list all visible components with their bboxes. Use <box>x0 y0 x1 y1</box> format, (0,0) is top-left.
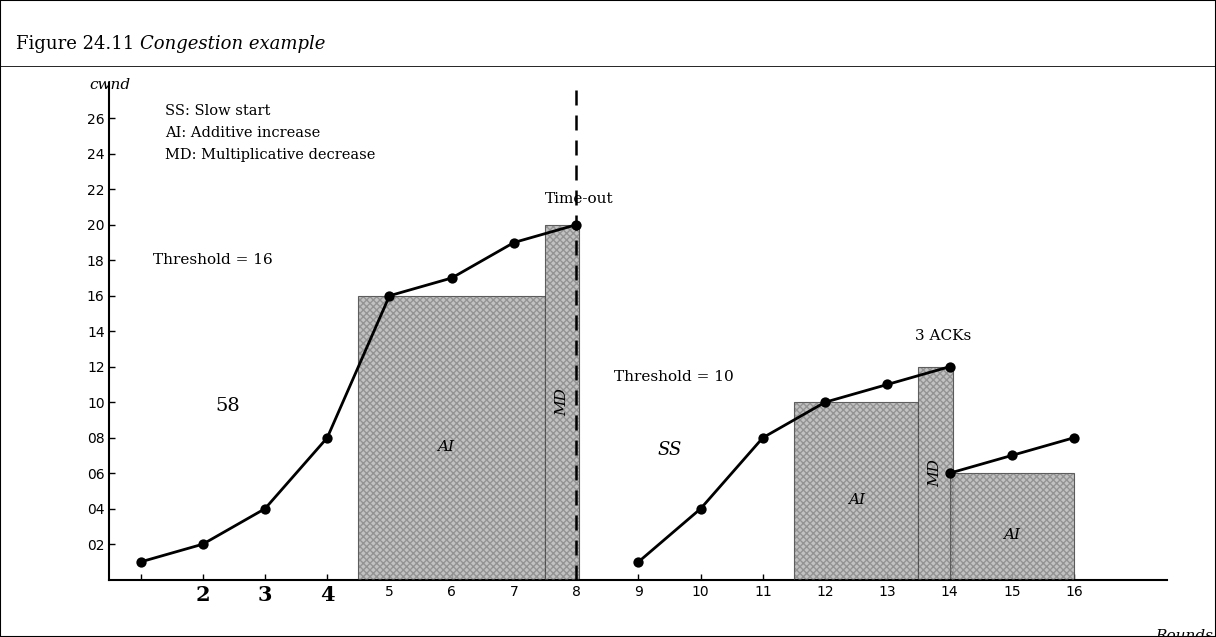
Point <box>878 380 897 390</box>
Text: SS: Slow start
AI: Additive increase
MD: Multiplicative decrease: SS: Slow start AI: Additive increase MD:… <box>165 104 376 162</box>
Bar <box>794 402 918 580</box>
Point <box>255 504 275 514</box>
Text: SS: SS <box>658 441 682 459</box>
Text: 58: 58 <box>215 397 240 415</box>
Point <box>940 468 959 478</box>
Text: MD: MD <box>554 389 569 416</box>
Text: Threshold = 10: Threshold = 10 <box>614 370 733 384</box>
Bar <box>545 225 579 580</box>
Point <box>379 290 399 301</box>
Bar <box>545 225 579 580</box>
Point <box>1064 433 1083 443</box>
Bar <box>918 367 952 580</box>
Point <box>940 362 959 372</box>
Bar <box>950 473 1074 580</box>
Point <box>753 433 772 443</box>
Text: AI: AI <box>1003 528 1020 542</box>
Text: AI: AI <box>848 493 865 507</box>
Point <box>193 539 213 549</box>
Text: AI: AI <box>437 440 454 454</box>
Point <box>816 397 835 407</box>
Point <box>691 504 710 514</box>
Bar <box>918 367 952 580</box>
Text: Figure 24.11: Figure 24.11 <box>16 35 134 53</box>
Point <box>131 557 151 567</box>
Bar <box>359 296 545 580</box>
Bar <box>794 402 918 580</box>
Point <box>1002 450 1021 461</box>
Text: cwnd: cwnd <box>89 78 130 92</box>
Bar <box>359 296 545 580</box>
Text: Threshold = 16: Threshold = 16 <box>153 253 272 267</box>
Text: Time-out: Time-out <box>545 192 614 206</box>
Text: MD: MD <box>928 459 942 487</box>
Text: Rounds: Rounds <box>1155 629 1212 637</box>
Point <box>505 238 524 248</box>
Text: Congestion example: Congestion example <box>140 35 325 53</box>
Point <box>629 557 648 567</box>
Point <box>567 220 586 230</box>
Point <box>441 273 461 283</box>
Point <box>317 433 337 443</box>
Text: 3 ACKs: 3 ACKs <box>916 329 972 343</box>
Bar <box>950 473 1074 580</box>
